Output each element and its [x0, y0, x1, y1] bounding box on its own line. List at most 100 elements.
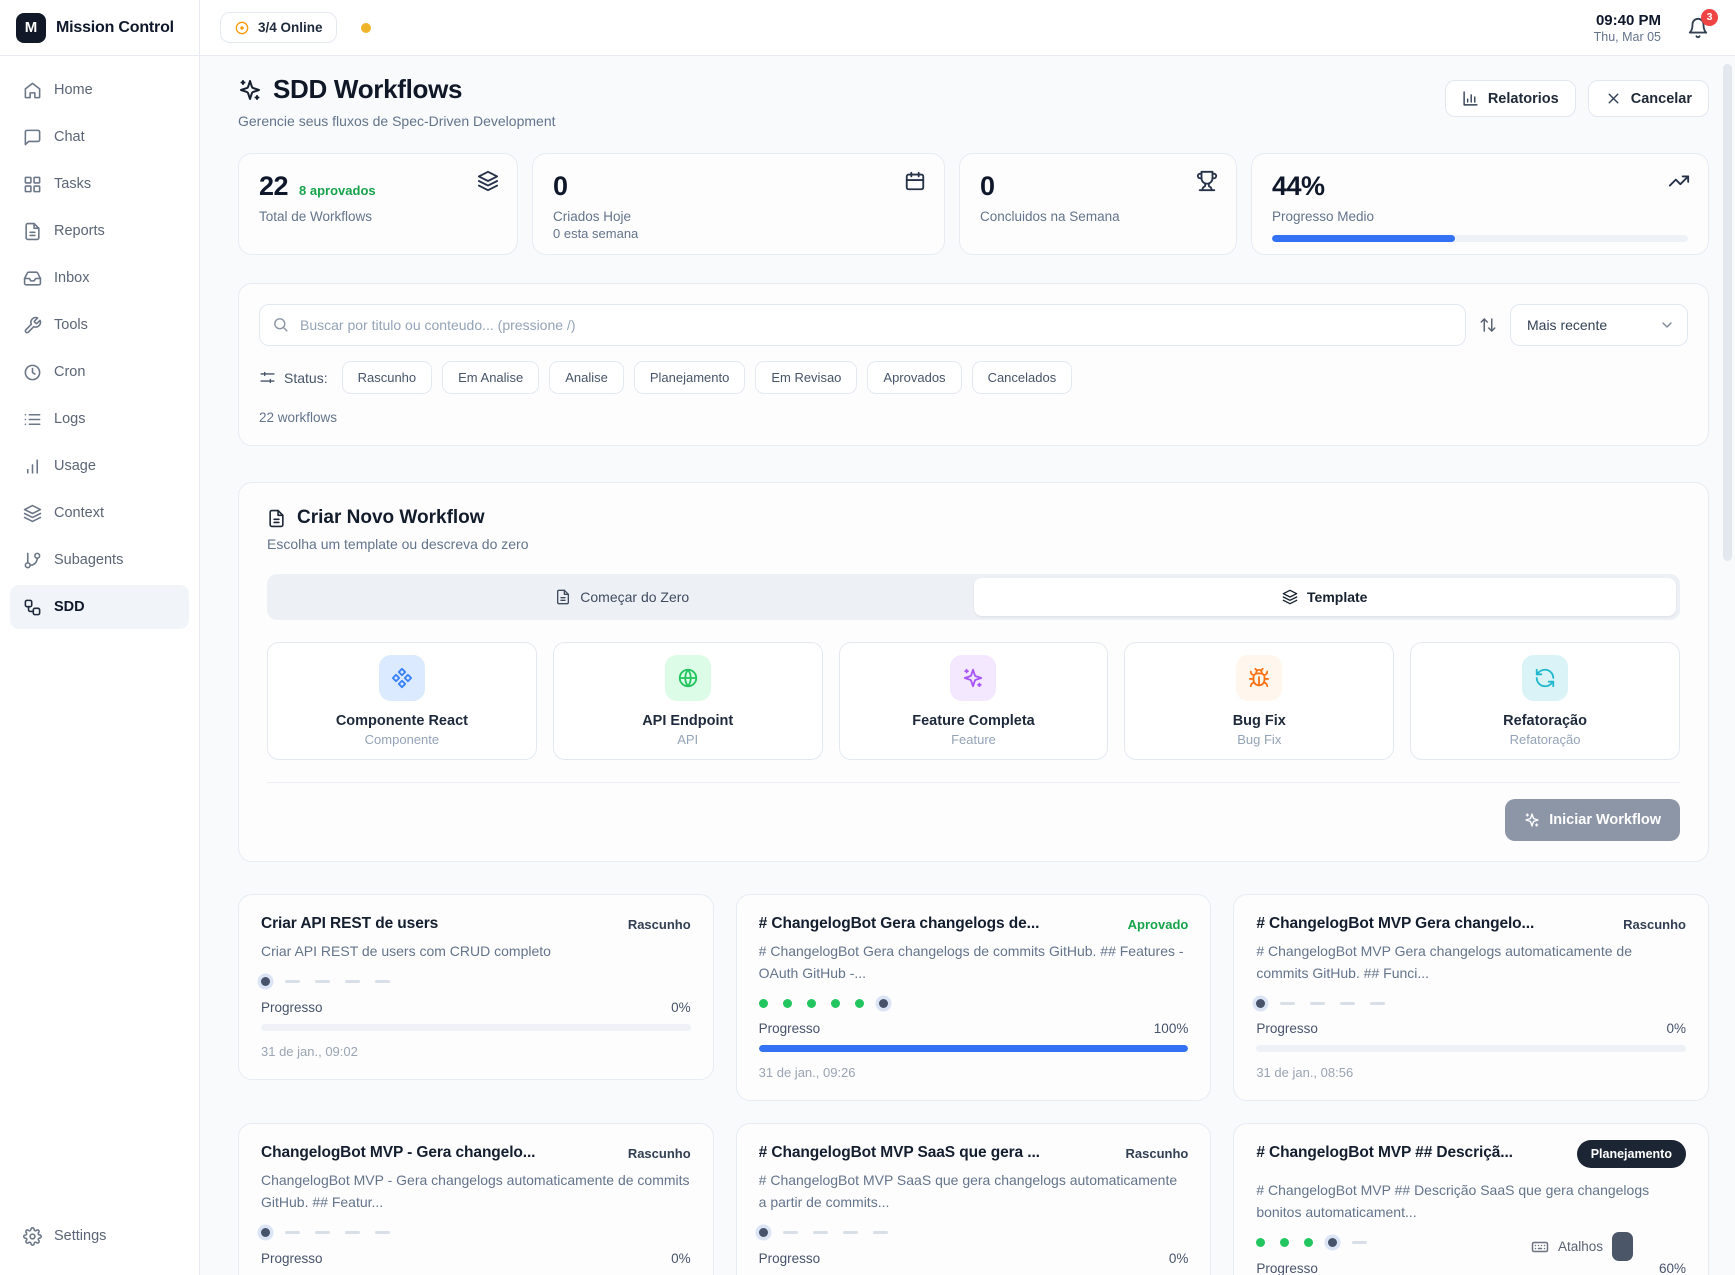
sidebar-item-settings[interactable]: Settings — [10, 1214, 189, 1258]
status-filter-chip[interactable]: Cancelados — [971, 361, 1073, 394]
status-filter-chip[interactable]: Em Analise — [442, 361, 540, 394]
sidebar: M Mission Control Home Chat Tasks — [0, 0, 200, 1275]
workflow-card[interactable]: # ChangelogBot MVP ## Descriçã... Planej… — [1233, 1123, 1709, 1275]
sidebar-item[interactable]: Home — [10, 68, 189, 112]
refresh-icon — [1534, 667, 1556, 689]
stage-dot-done — [830, 998, 840, 1008]
sort-direction-icon[interactable] — [1479, 316, 1497, 334]
workflow-progress-value: 0% — [671, 1250, 691, 1266]
workflow-card[interactable]: # ChangelogBot MVP Gera changelo... Rasc… — [1233, 894, 1709, 1102]
bell-icon — [1687, 17, 1709, 39]
workflow-stage-dots — [261, 1227, 691, 1239]
start-workflow-button[interactable]: Iniciar Workflow — [1505, 799, 1680, 841]
status-filter-chip[interactable]: Aprovados — [867, 361, 962, 394]
template-card[interactable]: Componente React Componente — [267, 642, 537, 760]
filter-sliders-icon — [259, 369, 276, 386]
workflow-card[interactable]: ChangelogBot MVP - Gera changelo... Rasc… — [238, 1123, 714, 1275]
sidebar-item[interactable]: Usage — [10, 444, 189, 488]
stat-value: 0 — [980, 171, 995, 201]
workflow-description: Criar API REST de users com CRUD complet… — [261, 943, 551, 959]
workflow-title: # ChangelogBot MVP SaaS que gera ... — [758, 1144, 1040, 1162]
search-field — [259, 304, 1466, 346]
status-filter-chip[interactable]: Analise — [549, 361, 624, 394]
reports-button[interactable]: Relatorios — [1444, 80, 1576, 117]
stat-label: Progresso Medio — [1272, 209, 1375, 224]
cancel-button[interactable]: Cancelar — [1587, 80, 1709, 117]
scrollbar-thumb[interactable] — [1723, 64, 1732, 561]
file-text-icon — [267, 509, 286, 528]
status-filter-chip[interactable]: Planejamento — [633, 361, 746, 394]
sidebar-item[interactable]: Subagents — [10, 538, 189, 582]
template-category: Componente — [364, 732, 440, 747]
workflow-card[interactable]: Criar API REST de users Rascunho Criar A… — [238, 894, 714, 1080]
clock-time: 09:40 PM — [1595, 11, 1661, 29]
workflow-progress-label: Progresso — [1256, 1260, 1318, 1275]
workflow-card[interactable]: # ChangelogBot MVP SaaS que gera ... Ras… — [735, 1123, 1212, 1275]
create-workflow-panel: Criar Novo Workflow Escolha um template … — [238, 482, 1709, 862]
stage-dot-done — [806, 998, 816, 1008]
stage-dot-todo — [315, 980, 330, 984]
sidebar-item[interactable]: Cron — [10, 350, 189, 394]
sidebar-item[interactable]: Inbox — [10, 256, 189, 300]
template-card[interactable]: API Endpoint API — [552, 642, 823, 760]
sidebar-item[interactable]: SDD — [10, 585, 189, 629]
stage-dot-current — [261, 977, 270, 987]
sidebar-item[interactable]: Chat — [10, 115, 189, 159]
create-mode-tab[interactable]: Começar do Zero — [271, 578, 974, 616]
stage-dot-done — [758, 998, 768, 1008]
grid-icon — [23, 175, 42, 194]
sidebar-item[interactable]: Context — [10, 491, 189, 535]
stat-card: 0 Concluidos na Semana — [959, 153, 1237, 255]
notifications-button[interactable]: 3 — [1687, 8, 1718, 39]
x-icon — [1605, 90, 1622, 107]
workflow-card[interactable]: # ChangelogBot Gera changelogs de... Apr… — [735, 894, 1212, 1102]
trophy-icon — [1196, 170, 1218, 192]
workflow-progress-value: 60% — [1658, 1260, 1686, 1275]
workflow-title: # ChangelogBot Gera changelogs de... — [758, 915, 1040, 932]
stage-dot-todo — [375, 980, 390, 984]
stat-progress-bar — [1272, 235, 1688, 242]
stage-dot-todo — [345, 1231, 360, 1235]
sparkles-icon — [962, 667, 984, 689]
sort-select[interactable]: Mais recente — [1510, 304, 1688, 346]
calendar-icon — [904, 170, 926, 192]
template-card[interactable]: Refatoração Refatoração — [1410, 642, 1680, 760]
shortcuts-key-button[interactable] — [1612, 1232, 1633, 1261]
app-title: Mission Control — [56, 18, 174, 36]
component-icon — [391, 667, 413, 689]
create-mode-tab[interactable]: Template — [973, 578, 1676, 616]
stage-dot-todo — [1280, 1001, 1296, 1005]
status-filter-label: Status: — [284, 369, 328, 386]
template-card[interactable]: Bug Fix Bug Fix — [1124, 642, 1395, 760]
template-category: Feature — [951, 732, 996, 747]
workflow-status-badge: Rascunho — [627, 1146, 691, 1162]
file-text-icon — [555, 589, 571, 605]
sidebar-item[interactable]: Logs — [10, 397, 189, 441]
stat-label: Concluidos na Semana — [980, 209, 1120, 224]
page-subtitle: Gerencie seus fluxos de Spec-Driven Deve… — [238, 113, 556, 129]
sidebar-nav: Home Chat Tasks Reports — [0, 56, 199, 632]
sparkles-icon — [238, 78, 262, 102]
bar-chart-icon — [1462, 90, 1479, 107]
workflow-description: # ChangelogBot Gera changelogs de commit… — [758, 943, 1184, 981]
workflow-progress-value: 0% — [671, 999, 691, 1015]
search-icon — [272, 316, 289, 333]
main-area: 3/4 Online 09:40 PM Thu, Mar 05 3 SDD Wo… — [200, 0, 1735, 1275]
sidebar-item[interactable]: Tasks — [10, 162, 189, 206]
template-name: Bug Fix — [1232, 713, 1286, 729]
workflow-progress-label: Progresso — [758, 1250, 821, 1266]
search-input[interactable] — [259, 304, 1466, 346]
sidebar-item[interactable]: Tools — [10, 303, 189, 347]
shortcuts-hint: Atalhos — [1531, 1232, 1633, 1261]
workflow-icon — [23, 598, 42, 617]
online-status-badge[interactable]: 3/4 Online — [220, 12, 337, 43]
stat-sublabel: 0 esta semana — [553, 226, 639, 241]
template-card[interactable]: Feature Completa Feature — [838, 642, 1109, 760]
status-filter-chip[interactable]: Em Revisao — [755, 361, 858, 394]
workflow-progress-bar — [1256, 1045, 1686, 1053]
status-filter-chip[interactable]: Rascunho — [341, 361, 433, 394]
brand[interactable]: M Mission Control — [0, 0, 199, 56]
sidebar-item[interactable]: Reports — [10, 209, 189, 253]
workflow-progress-label: Progresso — [261, 1250, 323, 1266]
